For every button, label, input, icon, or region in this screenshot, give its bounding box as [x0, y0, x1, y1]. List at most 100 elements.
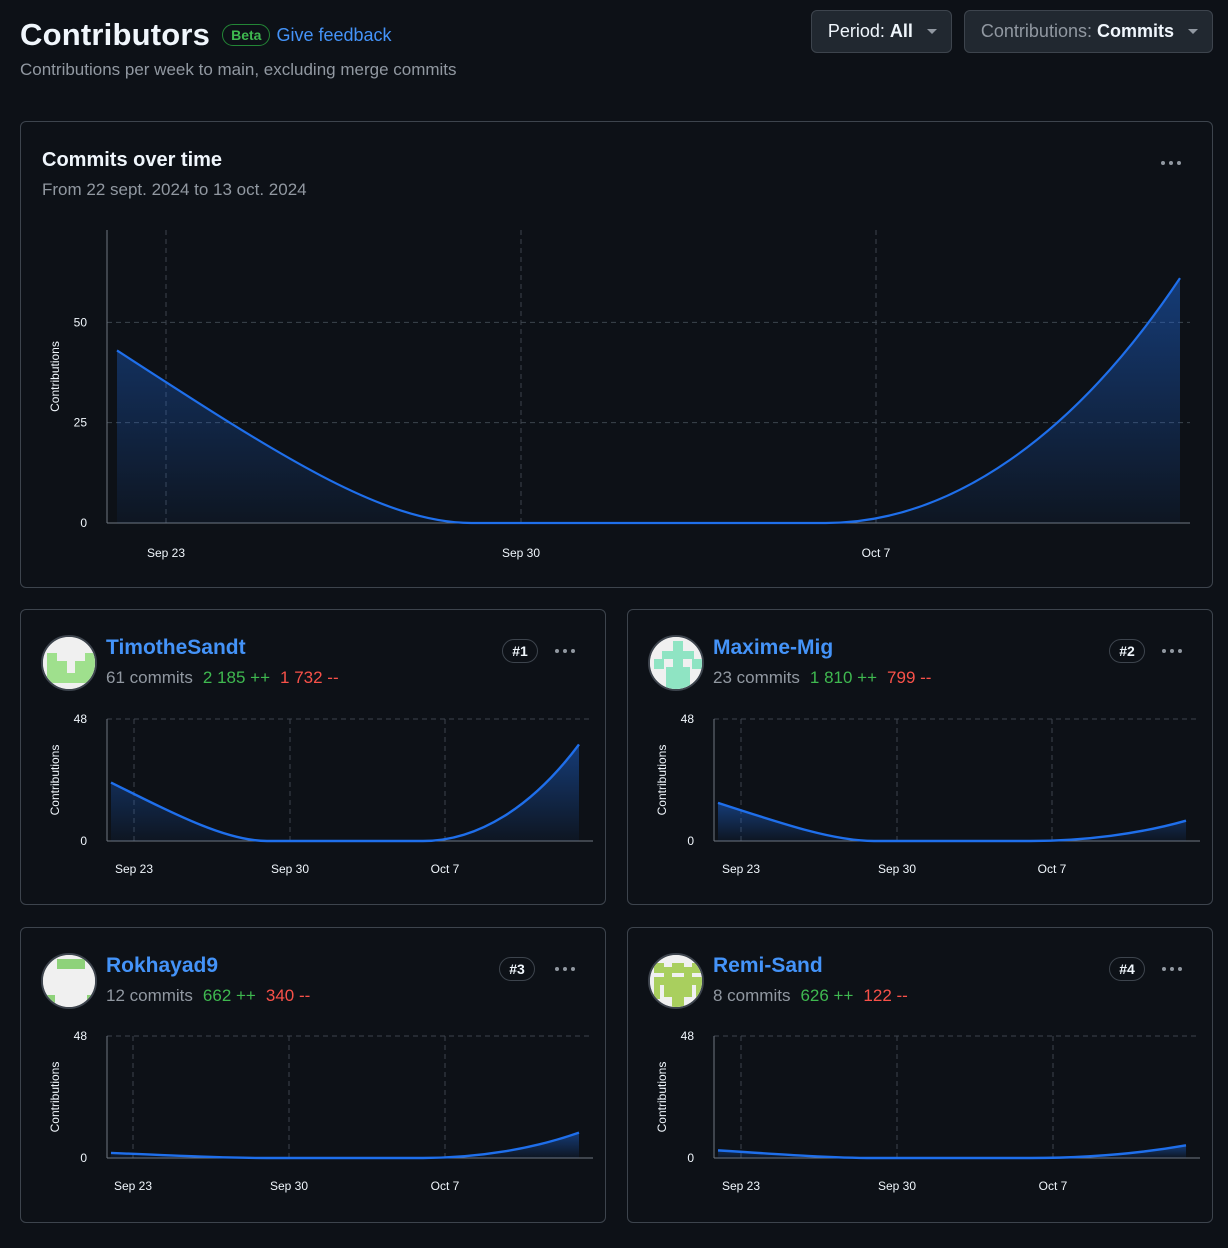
- contributor-name[interactable]: TimotheSandt: [106, 636, 246, 659]
- contributor-card: Remi-Sand 8 commits 626 ++ 122 -- #4 0 48…: [627, 927, 1213, 1223]
- rank-badge: #2: [1109, 639, 1145, 663]
- series-area: [111, 1132, 579, 1158]
- commit-count: 61 commits: [106, 668, 193, 687]
- kebab-menu-icon[interactable]: [1158, 963, 1186, 975]
- commit-count: 23 commits: [713, 668, 800, 687]
- contributions-type-button[interactable]: Contributions: Commits: [963, 10, 1213, 53]
- avatar-pixel: [673, 641, 683, 689]
- x-tick-label: Oct 7: [1038, 862, 1067, 876]
- deletions-count: 340 --: [265, 986, 311, 1005]
- series-area: [111, 744, 579, 841]
- avatar-pixel: [654, 963, 664, 973]
- avatar[interactable]: [648, 953, 704, 1009]
- page-subtitle: Contributions per week to main, excludin…: [20, 60, 457, 79]
- kebab-menu-icon[interactable]: [1158, 645, 1186, 657]
- y-tick-label: 0: [80, 834, 87, 848]
- series-area: [117, 278, 1180, 523]
- avatar-pixel: [692, 659, 702, 669]
- x-tick-label: Sep 23: [722, 862, 760, 876]
- y-tick-label: 48: [74, 712, 88, 726]
- additions-count: 1 810 ++: [809, 668, 878, 687]
- additions-count: 2 185 ++: [202, 668, 271, 687]
- contributor-card: Maxime-Mig 23 commits 1 810 ++ 799 -- #2…: [627, 609, 1213, 905]
- avatar-pixel: [63, 673, 79, 679]
- x-tick-label: Sep 30: [502, 546, 540, 560]
- y-axis-title: Contributions: [48, 745, 62, 816]
- contributor-chart: 0 48 Sep 23 Sep 30 Oct 7 Contributions: [48, 1029, 593, 1193]
- avatar-pixel: [684, 967, 692, 977]
- y-tick-label: 50: [74, 315, 88, 329]
- card-subtitle: From 22 sept. 2024 to 13 oct. 2024: [42, 180, 307, 199]
- period-value: All: [889, 21, 913, 41]
- main-commits-chart: 0 25 50 Sep 23 Sep 30 Oct 7 Contributions: [48, 230, 1190, 560]
- series-line: [110, 743, 580, 843]
- beta-badge: Beta: [222, 24, 271, 46]
- avatar-pixel: [672, 997, 684, 1007]
- avatar-pixel: [664, 967, 672, 977]
- x-tick-label: Sep 30: [270, 1179, 308, 1193]
- y-axis-title: Contributions: [655, 745, 669, 816]
- avatar-pixel: [664, 985, 692, 997]
- additions-count: 662 ++: [202, 986, 256, 1005]
- series-line: [110, 1131, 580, 1160]
- period-button[interactable]: Period: All: [810, 10, 952, 53]
- y-tick-label: 0: [687, 834, 694, 848]
- contributions-label: Contributions:: [980, 21, 1092, 41]
- deletions-count: 1 732 --: [280, 668, 339, 687]
- series-area: [718, 1145, 1186, 1158]
- avatar-pixel: [666, 667, 674, 689]
- avatar[interactable]: [41, 635, 97, 691]
- x-tick-label: Oct 7: [1039, 1179, 1068, 1193]
- kebab-menu-icon[interactable]: [1157, 157, 1185, 169]
- y-axis-title: Contributions: [655, 1062, 669, 1133]
- avatar[interactable]: [648, 635, 704, 691]
- x-tick-label: Sep 23: [147, 546, 185, 560]
- additions-count: 626 ++: [800, 986, 854, 1005]
- avatar-pixel: [654, 659, 664, 669]
- x-tick-label: Oct 7: [862, 546, 891, 560]
- avatar-pixel: [47, 995, 55, 1005]
- contributor-name[interactable]: Maxime-Mig: [713, 636, 834, 659]
- contributor-stats: 12 commits 662 ++ 340 --: [106, 986, 310, 1006]
- contributor-stats: 8 commits 626 ++ 122 --: [713, 986, 908, 1006]
- deletions-count: 799 --: [887, 668, 932, 687]
- commit-count: 8 commits: [713, 986, 791, 1005]
- card-title: Commits over time: [42, 149, 223, 171]
- avatar-pixel: [654, 985, 660, 999]
- header-buttons: Period: All Contributions: Commits: [810, 10, 1213, 53]
- y-tick-label: 0: [80, 1151, 87, 1165]
- series-line: [717, 801, 1187, 843]
- kebab-menu-icon[interactable]: [551, 963, 579, 975]
- give-feedback-link[interactable]: Give feedback: [276, 24, 392, 45]
- commits-over-time-card: Commits over time From 22 sept. 2024 to …: [20, 121, 1213, 588]
- avatar-pixel: [662, 651, 694, 659]
- page-title: Contributors: [20, 17, 211, 52]
- avatar-pixel: [672, 963, 684, 973]
- y-tick-label: 0: [80, 516, 87, 530]
- series-area: [718, 802, 1186, 841]
- x-tick-label: Oct 7: [431, 862, 460, 876]
- contributor-name[interactable]: Rokhayad9: [106, 954, 219, 977]
- y-tick-label: 0: [687, 1151, 694, 1165]
- y-axis-title: Contributions: [48, 341, 62, 412]
- contributor-name[interactable]: Remi-Sand: [713, 954, 823, 977]
- y-tick-label: 48: [681, 1029, 695, 1043]
- y-tick-label: 25: [74, 416, 88, 430]
- avatar-pixel: [87, 995, 95, 1005]
- rank-badge: #3: [499, 957, 535, 981]
- avatar-pixel: [57, 661, 67, 673]
- rank-badge: #1: [502, 639, 538, 663]
- x-tick-label: Sep 30: [878, 1179, 916, 1193]
- deletions-count: 122 --: [863, 986, 908, 1005]
- contributor-stats: 23 commits 1 810 ++ 799 --: [713, 668, 931, 688]
- page-header: Contributors Beta Give feedback Contribu…: [20, 10, 1213, 94]
- commit-count: 12 commits: [106, 986, 193, 1005]
- x-tick-label: Sep 30: [878, 862, 916, 876]
- avatar[interactable]: [41, 953, 97, 1009]
- avatar-pixel: [682, 667, 690, 689]
- x-tick-label: Sep 23: [722, 1179, 760, 1193]
- x-tick-label: Sep 23: [115, 862, 153, 876]
- kebab-menu-icon[interactable]: [551, 645, 579, 657]
- avatar-pixel: [696, 985, 702, 999]
- x-tick-label: Sep 30: [271, 862, 309, 876]
